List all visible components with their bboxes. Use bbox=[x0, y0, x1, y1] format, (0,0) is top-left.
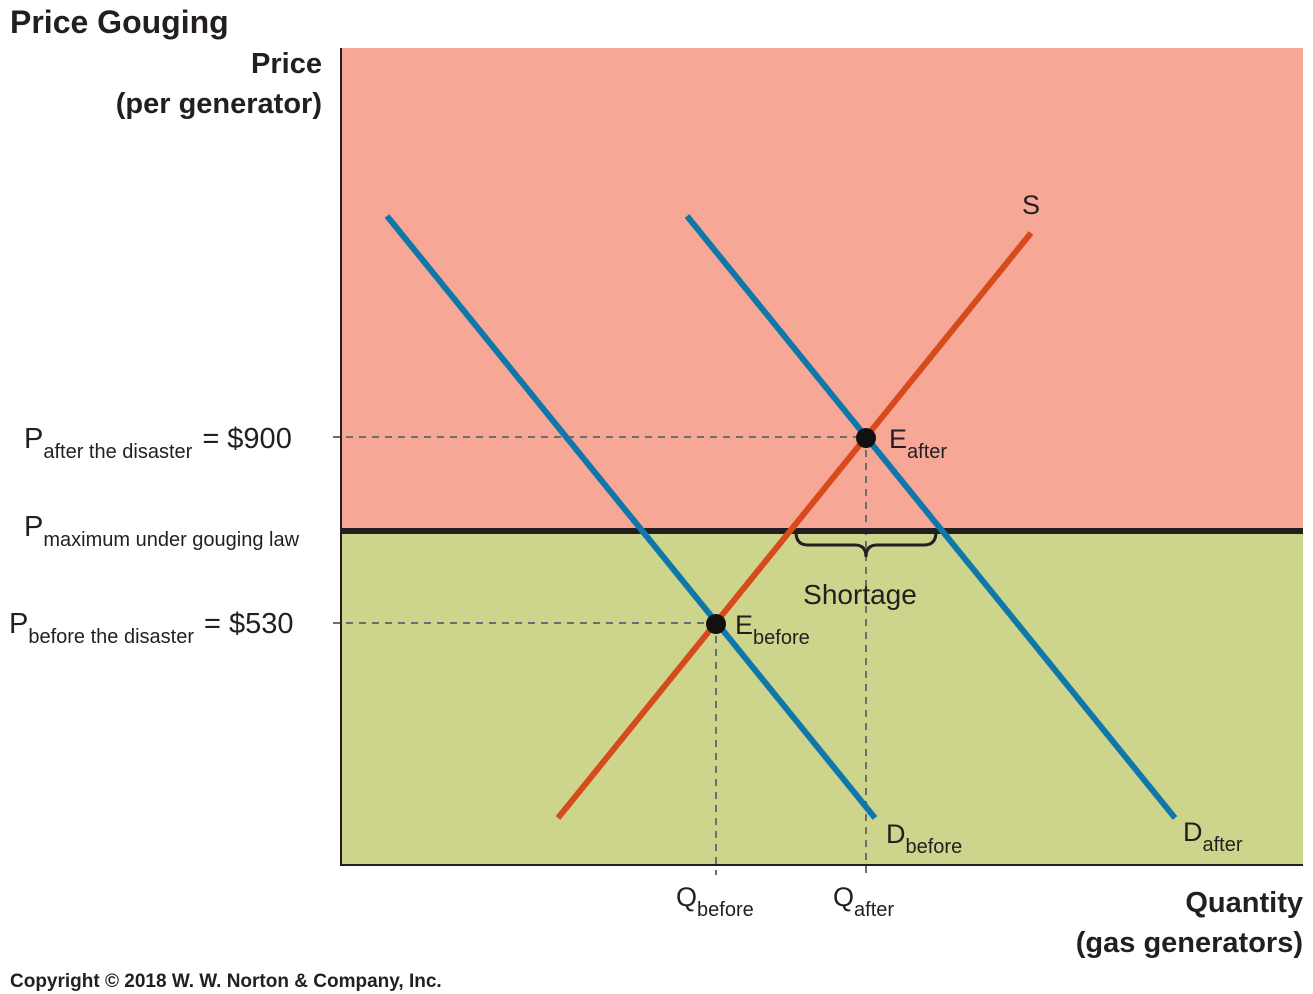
y-axis-label-line1: Price bbox=[251, 48, 322, 80]
chart-title: Price Gouging bbox=[10, 4, 229, 40]
demand-before-curve bbox=[384, 214, 878, 820]
equilibrium-after-label: Eafter bbox=[889, 424, 947, 463]
shortage-label: Shortage bbox=[803, 579, 917, 610]
q-before-label: Qbefore bbox=[676, 882, 754, 921]
above-price-ceiling-region bbox=[341, 48, 1303, 531]
equilibrium-before-label: Ebefore bbox=[735, 610, 810, 649]
p-after-label: Pafter the disaster = $900 bbox=[24, 423, 292, 463]
shortage-brace bbox=[794, 531, 938, 558]
equilibrium-before-point bbox=[706, 614, 726, 634]
copyright-text: Copyright © 2018 W. W. Norton & Company,… bbox=[10, 971, 442, 992]
x-axis-label-line1: Quantity bbox=[1185, 887, 1303, 919]
p-max-label: Pmaximum under gouging law bbox=[24, 511, 300, 551]
demand-before-label: Dbefore bbox=[886, 819, 962, 858]
supply-label: S bbox=[1022, 190, 1040, 220]
q-after-label: Qafter bbox=[833, 882, 894, 921]
p-before-label: Pbefore the disaster = $530 bbox=[9, 608, 294, 648]
demand-after-curve bbox=[684, 214, 1178, 820]
below-price-ceiling-region bbox=[341, 531, 1303, 865]
supply-curve bbox=[555, 231, 1034, 820]
y-axis-label-line2: (per generator) bbox=[116, 88, 322, 120]
demand-after-label: Dafter bbox=[1183, 817, 1243, 856]
equilibrium-after-point bbox=[856, 428, 876, 448]
x-axis-label-line2: (gas generators) bbox=[1076, 927, 1303, 959]
